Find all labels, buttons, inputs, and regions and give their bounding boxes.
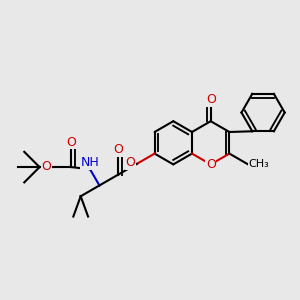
- Text: NH: NH: [81, 156, 99, 169]
- Text: O: O: [113, 143, 123, 156]
- Text: O: O: [206, 158, 216, 171]
- Text: O: O: [125, 157, 135, 169]
- Text: O: O: [41, 160, 51, 173]
- Text: O: O: [66, 136, 76, 149]
- Text: O: O: [206, 93, 216, 106]
- Text: CH₃: CH₃: [248, 159, 269, 170]
